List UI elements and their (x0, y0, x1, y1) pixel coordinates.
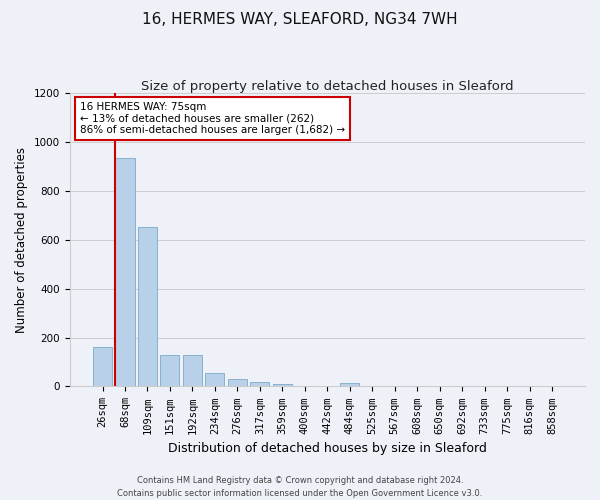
Title: Size of property relative to detached houses in Sleaford: Size of property relative to detached ho… (141, 80, 514, 93)
Y-axis label: Number of detached properties: Number of detached properties (15, 146, 28, 332)
Bar (138, 228, 157, 386)
Bar (205, 372, 224, 386)
Bar (183, 354, 202, 386)
Bar (93, 346, 112, 387)
Text: 16, HERMES WAY, SLEAFORD, NG34 7WH: 16, HERMES WAY, SLEAFORD, NG34 7WH (142, 12, 458, 28)
Bar (115, 158, 134, 386)
Bar (228, 379, 247, 386)
X-axis label: Distribution of detached houses by size in Sleaford: Distribution of detached houses by size … (168, 442, 487, 455)
Text: 16 HERMES WAY: 75sqm
← 13% of detached houses are smaller (262)
86% of semi-deta: 16 HERMES WAY: 75sqm ← 13% of detached h… (80, 102, 345, 135)
Text: Contains HM Land Registry data © Crown copyright and database right 2024.
Contai: Contains HM Land Registry data © Crown c… (118, 476, 482, 498)
Bar (160, 354, 179, 386)
Bar (340, 384, 359, 386)
Bar (273, 384, 292, 386)
Bar (250, 382, 269, 386)
